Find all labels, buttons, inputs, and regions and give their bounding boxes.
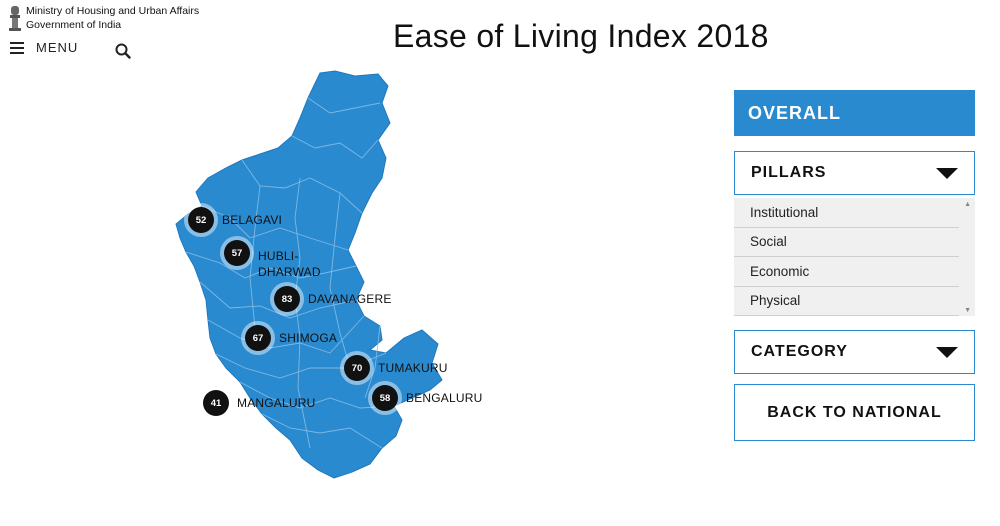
score-badge: 67 [245, 325, 271, 351]
ministry-name: Ministry of Housing and Urban Affairs [26, 5, 200, 17]
menu-label: MENU [36, 40, 79, 55]
page-title: Ease of Living Index 2018 [393, 18, 769, 54]
city-label: MANGALURU [237, 396, 316, 410]
category-label: CATEGORY [751, 343, 848, 360]
karnataka-map: 52 BELAGAVI 57 HUBLI- DHARWAD 83 DAVANAG… [150, 68, 490, 488]
city-marker-tumakuru[interactable]: 70 TUMAKURU [344, 355, 448, 381]
city-label: BELAGAVI [222, 213, 283, 227]
city-marker-belagavi[interactable]: 52 BELAGAVI [188, 207, 282, 233]
pillar-option-institutional[interactable]: Institutional [734, 198, 959, 228]
back-to-national-button[interactable]: BACK TO NATIONAL [734, 384, 975, 441]
overall-button[interactable]: OVERALL [734, 90, 975, 136]
pillar-option-physical[interactable]: Physical [734, 287, 959, 316]
score-badge: 57 [224, 240, 250, 266]
score-badge: 52 [188, 207, 214, 233]
menu-button[interactable]: MENU [10, 40, 78, 55]
city-marker-mangaluru[interactable]: 41 MANGALURU [203, 390, 315, 416]
city-marker-bengaluru[interactable]: 58 BENGALURU [372, 385, 482, 411]
city-label: SHIMOGA [279, 331, 338, 345]
hamburger-icon [10, 41, 24, 54]
pillar-option-social[interactable]: Social [734, 228, 959, 257]
scroll-up-arrow-icon[interactable]: ▲ [964, 201, 971, 208]
state-map-shape [175, 70, 443, 479]
city-label: BENGALURU [406, 391, 483, 405]
city-label: HUBLI- DHARWAD [258, 249, 321, 279]
city-label: TUMAKURU [378, 361, 448, 375]
caret-down-icon [936, 167, 958, 179]
ministry-branding[interactable]: Ministry of Housing and Urban Affairs Go… [8, 4, 199, 34]
score-badge: 83 [274, 286, 300, 312]
pillars-dropdown[interactable]: PILLARS [734, 151, 975, 195]
scroll-down-arrow-icon[interactable]: ▼ [964, 307, 971, 314]
city-marker-davanagere[interactable]: 83 DAVANAGERE [274, 286, 392, 312]
pillar-option-economic[interactable]: Economic [734, 257, 959, 287]
government-name: Government of India [26, 19, 122, 31]
caret-down-icon [936, 346, 958, 358]
score-badge: 70 [344, 355, 370, 381]
pillars-label: PILLARS [751, 164, 827, 181]
city-marker-hubli-dharwad[interactable]: 57 HUBLI- DHARWAD [224, 226, 321, 280]
search-icon[interactable] [115, 43, 131, 59]
pillars-option-list[interactable]: Institutional Social Economic Physical ▲… [734, 198, 975, 316]
category-dropdown[interactable]: CATEGORY [734, 330, 975, 374]
city-label: DAVANAGERE [308, 292, 392, 306]
city-marker-shimoga[interactable]: 67 SHIMOGA [245, 325, 337, 351]
score-badge: 41 [203, 390, 229, 416]
score-badge: 58 [372, 385, 398, 411]
emblem-icon [9, 6, 21, 31]
